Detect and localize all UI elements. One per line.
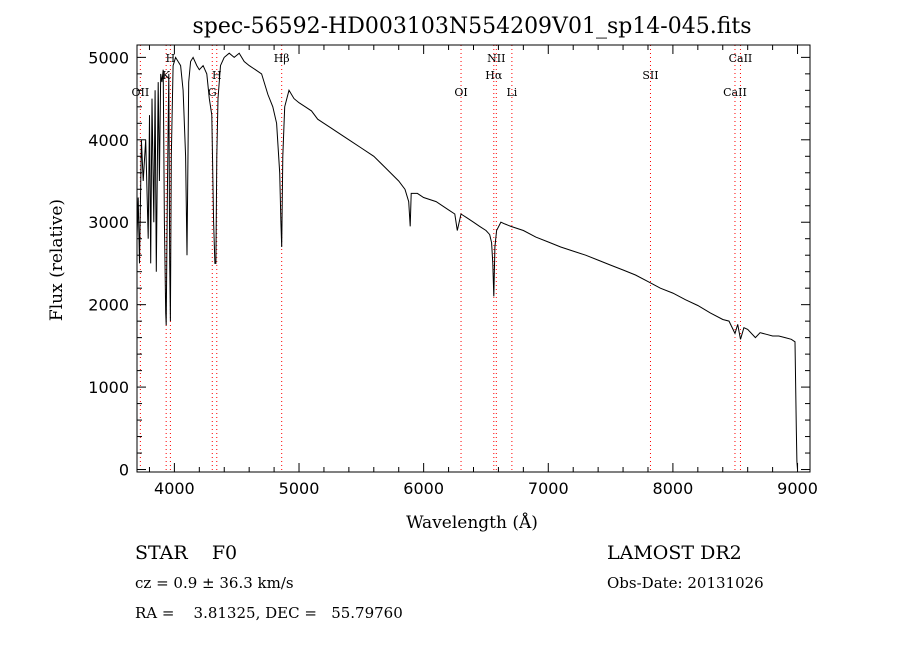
axis-ticks: 4000 5000 6000 7000 8000 9000 0 1000 2000 3000 400… bbox=[88, 45, 818, 498]
line-label-oii: OII bbox=[132, 86, 150, 99]
x-tick-label: 4000 bbox=[154, 479, 195, 498]
line-label-li: Li bbox=[506, 86, 517, 99]
y-tick-label: 0 bbox=[119, 461, 129, 480]
y-tick-label: 4000 bbox=[88, 131, 129, 150]
line-label-g: G bbox=[208, 86, 217, 99]
line-label-h: H bbox=[212, 69, 222, 82]
x-tick-label: 7000 bbox=[528, 479, 569, 498]
obs-date-text: Obs-Date: 20131026 bbox=[607, 574, 764, 592]
x-tick-label: 9000 bbox=[777, 479, 818, 498]
line-label-caii: CaII bbox=[729, 52, 753, 65]
spectrum-series-line bbox=[136, 52, 798, 470]
line-label-hβ: Hβ bbox=[274, 52, 290, 65]
x-axis-label: Wavelength (Å) bbox=[406, 512, 538, 533]
y-tick-label: 5000 bbox=[88, 48, 129, 67]
redshift-text: cz = 0.9 ± 36.3 km/s bbox=[135, 574, 294, 592]
x-tick-label: 6000 bbox=[403, 479, 444, 498]
line-label-caii: CaII bbox=[723, 86, 747, 99]
x-tick-label: 5000 bbox=[279, 479, 320, 498]
x-tick-label: 8000 bbox=[653, 479, 694, 498]
line-label-k: K bbox=[162, 69, 171, 82]
y-tick-label: 2000 bbox=[88, 296, 129, 315]
line-label-oi: OI bbox=[454, 86, 467, 99]
line-label-sii: SII bbox=[642, 69, 658, 82]
chart-title: spec-56592-HD003103N554209V01_sp14-045.f… bbox=[192, 14, 751, 39]
line-label-h: H bbox=[166, 52, 176, 65]
plot-frame bbox=[136, 44, 811, 473]
spectral-line-markers bbox=[139, 45, 741, 472]
y-tick-label: 3000 bbox=[88, 213, 129, 232]
line-label-hα: Hα bbox=[485, 69, 503, 82]
y-axis-label: Flux (relative) bbox=[47, 199, 67, 321]
line-label-nii: NII bbox=[487, 52, 505, 65]
survey-name-text: LAMOST DR2 bbox=[607, 542, 742, 564]
y-tick-label: 1000 bbox=[88, 378, 129, 397]
coordinates-text: RA = 3.81325, DEC = 55.79760 bbox=[135, 604, 403, 622]
object-class-text: STAR F0 bbox=[135, 542, 238, 564]
